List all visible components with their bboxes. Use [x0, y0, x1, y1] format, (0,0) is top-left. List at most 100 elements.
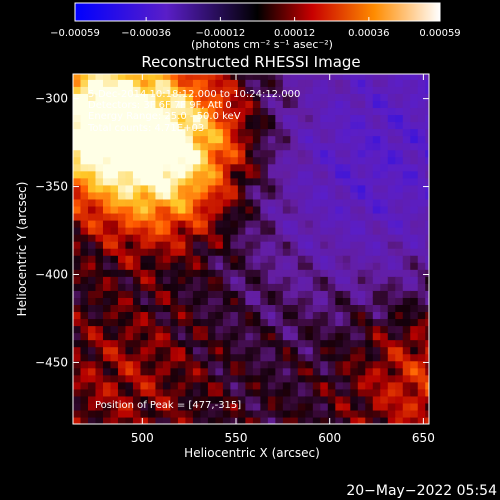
heatmap-cell	[297, 100, 306, 109]
heatmap-cell	[73, 255, 82, 263]
heatmap-cell	[162, 262, 172, 270]
heatmap-cell	[200, 177, 209, 186]
heatmap-cell	[237, 114, 246, 123]
heatmap-cell	[162, 177, 172, 186]
heatmap-cell	[140, 227, 149, 235]
heatmap-cell	[425, 255, 429, 263]
heatmap-cell	[230, 395, 239, 404]
heatmap-cell	[177, 227, 187, 235]
heatmap-cell	[410, 135, 419, 144]
heatmap-cell	[215, 177, 224, 186]
heatmap-cell	[357, 234, 366, 242]
heatmap-cell	[95, 255, 104, 263]
heatmap-cell	[147, 205, 157, 214]
heatmap-cell	[365, 374, 374, 383]
heatmap-cell	[357, 177, 366, 186]
heatmap-cell	[410, 297, 419, 306]
heatmap-cell	[297, 149, 306, 158]
heatmap-cell	[380, 311, 389, 320]
heatmap-cell	[132, 74, 142, 80]
heatmap-cell	[290, 402, 299, 411]
heatmap-cell	[117, 241, 127, 249]
heatmap-cell	[380, 191, 389, 200]
heatmap-cell	[162, 402, 172, 411]
heatmap-cell	[350, 93, 359, 101]
heatmap-cell	[215, 107, 224, 116]
heatmap-cell	[207, 135, 216, 144]
heatmap-cell	[207, 74, 216, 80]
heatmap-cell	[335, 241, 344, 249]
heatmap-cell	[410, 276, 419, 284]
heatmap-cell	[102, 100, 112, 109]
heatmap-cell	[417, 402, 426, 411]
heatmap-cell	[170, 409, 179, 418]
heatmap-cell	[200, 325, 209, 334]
heatmap-cell	[282, 170, 291, 179]
heatmap-cell	[73, 318, 82, 327]
heatmap-cell	[132, 332, 142, 341]
heatmap-cell	[365, 325, 374, 334]
heatmap-cell	[387, 142, 396, 151]
heatmap-cell	[132, 86, 142, 94]
heatmap-cell	[410, 346, 419, 355]
heatmap-cell	[102, 318, 112, 327]
heatmap-cell	[245, 142, 254, 151]
heatmap-cell	[395, 142, 404, 151]
heatmap-cell	[372, 374, 381, 383]
heatmap-cell	[380, 149, 389, 158]
heatmap-cell	[320, 212, 329, 221]
heatmap-cell	[237, 163, 246, 172]
heatmap-cell	[282, 409, 291, 418]
heatmap-cell	[342, 86, 351, 94]
heatmap-cell	[320, 170, 329, 179]
heatmap-cell	[192, 367, 202, 376]
heatmap-cell	[312, 86, 321, 94]
heatmap-cell	[335, 339, 344, 348]
heatmap-cell	[350, 283, 359, 291]
heatmap-cell	[125, 346, 134, 355]
heatmap-cell	[380, 255, 389, 263]
heatmap-cell	[252, 74, 261, 80]
heatmap-cell	[350, 395, 359, 404]
heatmap-cell	[260, 353, 269, 362]
heatmap-cell	[230, 297, 239, 306]
heatmap-cell	[297, 276, 306, 284]
heatmap-cell	[275, 219, 284, 228]
heatmap-cell	[312, 191, 321, 200]
heatmap-cell	[275, 177, 284, 186]
heatmap-cell	[327, 86, 336, 94]
heatmap-cell	[207, 121, 216, 130]
heatmap-cell	[402, 353, 411, 362]
heatmap-cell	[192, 198, 202, 207]
heatmap-cell	[395, 79, 404, 87]
heatmap-cell	[185, 107, 194, 116]
heatmap-cell	[207, 395, 216, 404]
heatmap-cell	[402, 163, 411, 172]
heatmap-cell	[327, 388, 336, 397]
heatmap-cell	[80, 374, 89, 383]
heatmap-cell	[260, 128, 269, 137]
heatmap-cell	[245, 198, 254, 207]
heatmap-cell	[282, 156, 291, 165]
heatmap-cell	[395, 283, 404, 291]
heatmap-cell	[297, 227, 306, 235]
heatmap-cell	[387, 86, 396, 94]
heatmap-cell	[237, 142, 246, 151]
heatmap-cell	[162, 381, 172, 390]
heatmap-cell	[410, 304, 419, 313]
heatmap-cell	[365, 177, 374, 186]
heatmap-cell	[155, 283, 164, 291]
heatmap-cell	[267, 248, 276, 256]
heatmap-cell	[417, 367, 426, 376]
heatmap-cell	[95, 360, 104, 369]
heatmap-cell	[102, 374, 112, 383]
heatmap-cell	[312, 381, 321, 390]
heatmap-cell	[410, 149, 419, 158]
heatmap-cell	[335, 135, 344, 144]
heatmap-cell	[102, 170, 112, 179]
heatmap-cell	[290, 318, 299, 327]
heatmap-cell	[350, 74, 359, 80]
heatmap-cell	[350, 86, 359, 94]
heatmap-cell	[110, 234, 119, 242]
heatmap-cell	[312, 402, 321, 411]
